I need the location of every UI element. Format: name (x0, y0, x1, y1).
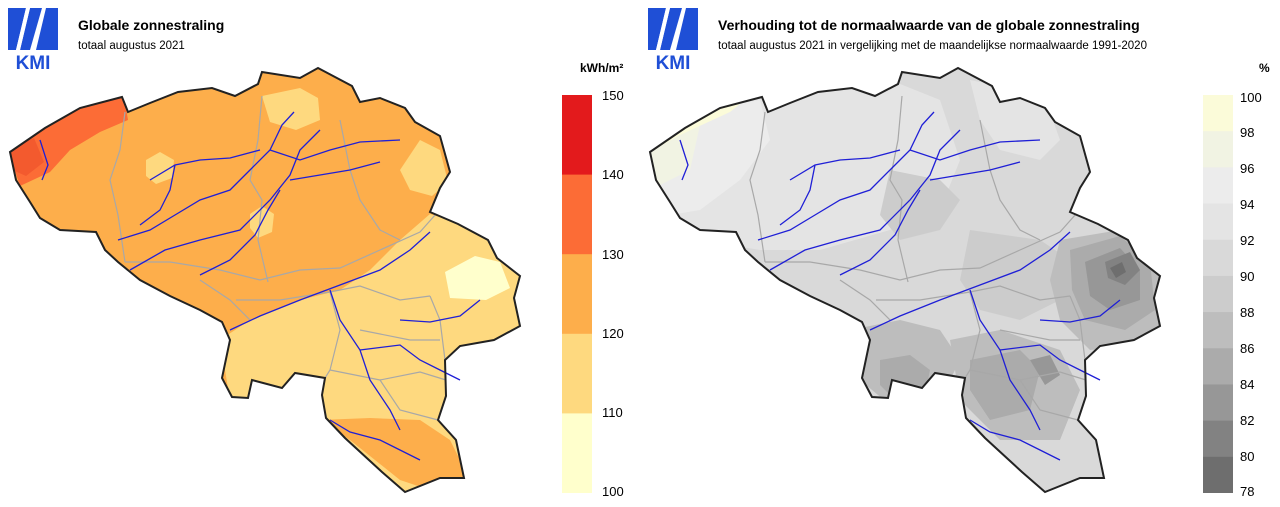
legend-tick: 84 (1240, 377, 1255, 392)
legend-tick: 94 (1240, 197, 1255, 212)
legend-tick: 90 (1240, 269, 1255, 284)
legend-tick: 100 (1240, 90, 1262, 105)
legend-color-bar (562, 95, 592, 493)
legend-tick: 92 (1240, 233, 1255, 248)
legend-unit: % (1259, 61, 1270, 75)
legend-tick: 98 (1240, 125, 1255, 140)
kmi-logo: KMI (6, 6, 60, 74)
legend-tick: 110 (602, 405, 623, 420)
ratio-map (648, 66, 1162, 494)
legend-unit: kWh/m² (580, 61, 624, 75)
kmi-logo: KMI (646, 6, 700, 74)
legend-bin-94-96 (1203, 167, 1233, 205)
map-title: Verhouding tot de normaalwaarde van de g… (718, 17, 1140, 33)
legend-bin-82-84 (1203, 384, 1233, 422)
legend-tick: 150 (602, 88, 624, 103)
legend-tick: 88 (1240, 305, 1255, 320)
ratio-fill (650, 68, 1160, 492)
legend-bin-86-88 (1203, 312, 1233, 349)
map-subtitle: totaal augustus 2021 in vergelijking met… (718, 40, 1147, 52)
legend-bin-98-100 (1203, 95, 1233, 132)
panel-radiation-ratio: KMI Verhouding tot de normaalwaarde van … (640, 0, 1280, 507)
kmi-logo-icon (8, 8, 58, 50)
legend-bin-120-130 (562, 254, 592, 335)
kmi-logo-icon (648, 8, 698, 50)
rivers (39, 111, 481, 461)
province-borders (109, 95, 447, 421)
legend-tick: 96 (1240, 161, 1255, 176)
legend-bin-88-90 (1203, 275, 1233, 313)
legend-tick: 130 (602, 247, 624, 262)
legend-bin-96-98 (1203, 131, 1233, 168)
belgium-border (8, 66, 522, 494)
legend-bin-92-94 (1203, 203, 1233, 241)
panel-solar-radiation: KMI Globale zonnestraling totaal augustu… (6, 6, 624, 499)
legend-tick: 82 (1240, 413, 1255, 428)
legend-tick: 80 (1240, 449, 1255, 464)
legend-bin-90-92 (1203, 239, 1233, 277)
kmi-logo-text: KMI (15, 53, 51, 74)
legend-bin-110-120 (562, 333, 592, 414)
legend-tick: 120 (602, 326, 624, 341)
legend-bin-100-110 (562, 413, 592, 493)
radiation-fill (10, 68, 520, 492)
legend-tick: 78 (1240, 484, 1255, 499)
map-title: Globale zonnestraling (78, 17, 225, 33)
rivers (679, 111, 1121, 461)
map-subtitle: totaal augustus 2021 (78, 40, 185, 52)
legend-tick: 86 (1240, 341, 1255, 356)
legend-color-bar (1203, 95, 1233, 493)
legend-bin-84-86 (1203, 348, 1233, 385)
legend-bin-78-80 (1203, 456, 1233, 493)
radiation-map (8, 66, 522, 494)
kmi-logo-text: KMI (655, 53, 691, 74)
legend-bin-80-82 (1203, 420, 1233, 458)
belgium-border (648, 66, 1162, 494)
legend-bin-140-150 (562, 95, 592, 176)
legend-tick: 140 (602, 167, 624, 182)
legend-tick: 100 (602, 484, 624, 499)
legend-bin-130-140 (562, 174, 592, 255)
